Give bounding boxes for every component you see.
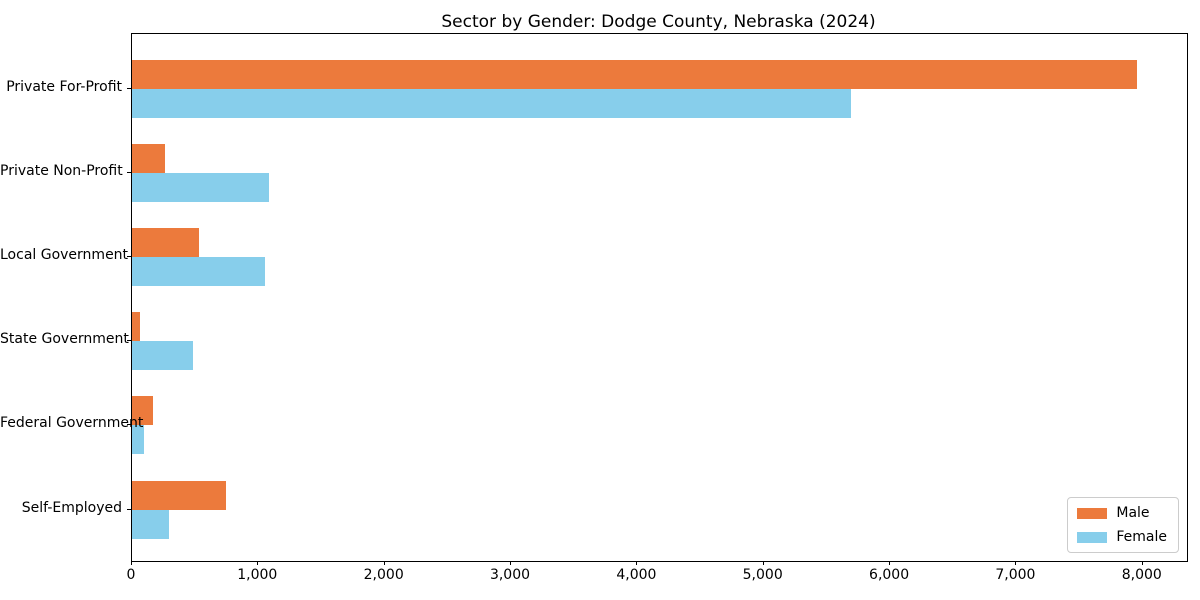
category-label-1: Private Non-Profit — [0, 163, 123, 180]
x-tick-mark — [131, 561, 132, 565]
x-tick-label-6: 6,000 — [869, 567, 910, 583]
x-tick-mark — [1141, 561, 1143, 565]
plot-area: Male Female — [131, 33, 1188, 562]
y-tick-mark — [127, 256, 131, 258]
bar-female-5 — [132, 509, 169, 539]
legend: Male Female — [1067, 497, 1179, 553]
x-tick-label-5: 5,000 — [742, 567, 783, 583]
bar-male-2 — [132, 228, 199, 258]
bar-male-5 — [132, 480, 226, 510]
x-tick-mark — [1015, 561, 1017, 565]
x-tick-mark — [510, 561, 511, 565]
x-tick-label-4: 4,000 — [616, 567, 657, 583]
y-tick-mark — [127, 508, 131, 510]
y-tick-mark — [127, 88, 131, 89]
x-tick-mark — [889, 561, 891, 565]
legend-entry-female: Female — [1077, 529, 1167, 545]
bar-female-4 — [132, 425, 144, 455]
x-tick-label-2: 2,000 — [363, 567, 404, 583]
chart-title: Sector by Gender: Dodge County, Nebraska… — [441, 12, 876, 32]
y-tick-mark — [127, 424, 131, 426]
x-tick-mark — [636, 561, 638, 565]
category-label-2: Local Government — [0, 247, 129, 264]
x-tick-label-3: 3,000 — [489, 567, 531, 583]
bar-female-3 — [132, 341, 193, 371]
legend-entry-male: Male — [1077, 505, 1167, 521]
y-tick-mark — [127, 340, 131, 342]
category-label-4: Federal Government — [0, 415, 144, 432]
x-tick-label-0: 0 — [126, 567, 136, 583]
category-label-5: Self-Employed — [21, 499, 122, 516]
category-label-3: State Government — [0, 331, 129, 348]
x-tick-label-8: 8,000 — [1121, 567, 1162, 583]
legend-swatch-male — [1077, 507, 1108, 519]
x-tick-mark — [257, 561, 259, 565]
x-tick-label-1: 1,000 — [237, 567, 278, 583]
bar-female-2 — [132, 257, 265, 287]
bar-female-0 — [132, 89, 851, 118]
x-tick-mark — [762, 561, 764, 565]
bar-male-4 — [132, 396, 153, 426]
bar-male-3 — [132, 312, 140, 342]
legend-label-male: Male — [1116, 505, 1150, 521]
legend-label-female: Female — [1116, 529, 1167, 545]
bar-male-1 — [132, 144, 165, 174]
x-tick-label-7: 7,000 — [995, 567, 1036, 583]
bar-male-0 — [132, 60, 1137, 89]
y-tick-mark — [127, 172, 131, 174]
category-label-0: Private For-Profit — [6, 79, 122, 95]
x-tick-mark — [383, 561, 385, 565]
legend-swatch-female — [1077, 531, 1108, 543]
bar-female-1 — [132, 173, 269, 203]
